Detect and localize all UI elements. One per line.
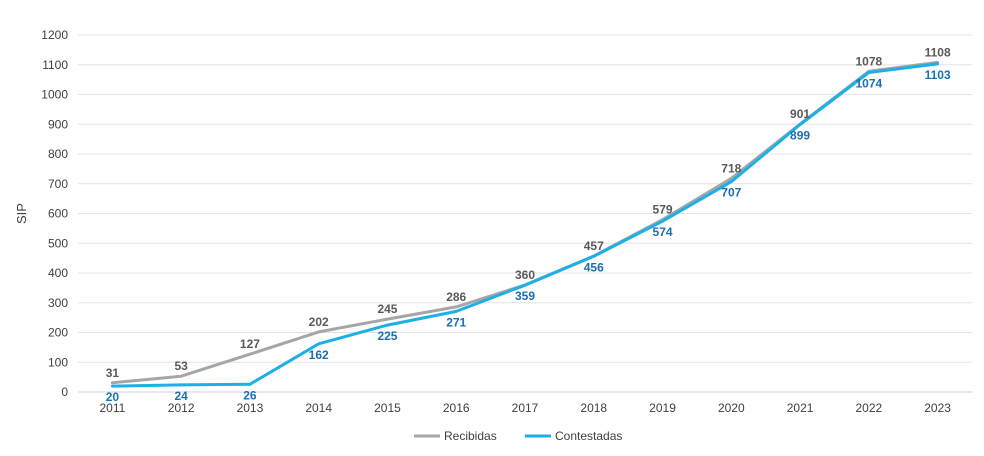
x-tick-label: 2018: [580, 401, 607, 415]
x-tick-label: 2022: [855, 401, 882, 415]
data-label: 1078: [855, 54, 882, 68]
y-tick-label: 200: [48, 326, 68, 340]
data-label: 245: [377, 302, 397, 316]
data-label: 127: [240, 337, 260, 351]
series-line-contestadas: [110, 62, 940, 388]
x-tick-label: 2015: [374, 401, 401, 415]
data-label: 1103: [925, 68, 951, 82]
y-tick-label: 1000: [41, 88, 68, 102]
data-label: 286: [446, 290, 466, 304]
y-tick-label: 0: [61, 385, 68, 399]
x-tick-label: 2020: [718, 401, 745, 415]
data-label: 31: [106, 366, 120, 380]
x-tick-label: 2012: [168, 401, 195, 415]
x-tick-label: 2016: [443, 401, 470, 415]
data-label: 202: [309, 315, 329, 329]
data-label: 718: [721, 161, 741, 175]
y-tick-label: 600: [48, 207, 68, 221]
data-labels: 31 53 127 202 245 286 360 457 579 718 901 1078 1108 2…: [106, 45, 951, 404]
legend-item-label: Recibidas: [444, 429, 497, 443]
y-tick-label: 800: [48, 147, 68, 161]
data-label: 707: [721, 186, 741, 200]
y-axis-label: SIP: [14, 203, 29, 224]
data-label: 899: [790, 129, 810, 143]
y-axis-ticks: 0 100 200 300 400 500 600 700 800 900 1000 1100 1200: [41, 28, 68, 399]
y-tick-label: 400: [48, 266, 68, 280]
x-tick-label: 2014: [305, 401, 332, 415]
series-line-recibidas: [110, 60, 940, 385]
x-tick-label: 2011: [99, 401, 125, 415]
gridlines: [78, 34, 972, 393]
data-label: 24: [174, 389, 188, 403]
x-tick-label: 2021: [787, 401, 814, 415]
y-tick-label: 500: [48, 236, 68, 250]
x-tick-label: 2019: [649, 401, 676, 415]
y-tick-label: 300: [48, 296, 68, 310]
data-label: 574: [653, 225, 673, 239]
x-tick-label: 2023: [924, 401, 951, 415]
data-label: 457: [584, 239, 604, 253]
y-tick-label: 100: [48, 355, 68, 369]
x-tick-label: 2017: [512, 401, 539, 415]
data-label: 225: [377, 329, 397, 343]
data-label: 1108: [925, 45, 951, 59]
data-label: 456: [584, 260, 604, 274]
y-tick-label: 700: [48, 177, 68, 191]
data-label: 579: [653, 203, 673, 217]
legend-item-label: Contestadas: [555, 429, 622, 443]
y-tick-label: 1200: [41, 28, 68, 42]
legend: Recibidas Contestadas: [414, 429, 622, 443]
series-lines: [110, 60, 940, 388]
y-tick-label: 900: [48, 117, 68, 131]
data-label: 20: [106, 390, 120, 404]
data-label: 162: [309, 348, 329, 362]
data-label: 26: [243, 388, 257, 402]
x-tick-label: 2013: [237, 401, 264, 415]
data-label: 271: [446, 315, 466, 329]
data-label: 359: [515, 289, 535, 303]
data-label: 53: [174, 359, 188, 373]
data-label: 1074: [855, 76, 882, 90]
y-tick-label: 1100: [42, 58, 68, 72]
x-axis-ticks: 2011 2012 2013 2014 2015 2016 2017 2018 2019 2020…: [99, 401, 951, 415]
data-label: 901: [790, 107, 810, 121]
data-label: 360: [515, 268, 535, 282]
